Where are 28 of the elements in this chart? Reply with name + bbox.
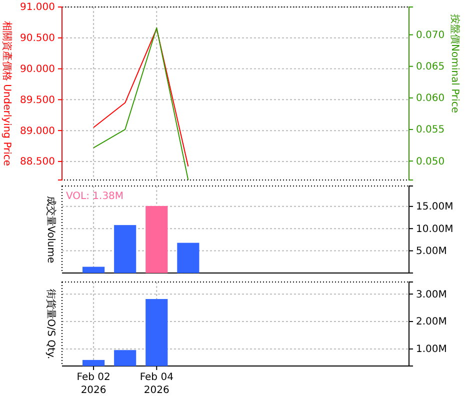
bar: [114, 225, 136, 273]
y-tick-label: 89.500: [20, 94, 55, 106]
x-tick-label: Feb 04 2026: [140, 372, 174, 396]
x-tick-label: Feb 02 2026: [76, 372, 110, 396]
y-tick-label: 1.00M: [416, 344, 447, 356]
y-axis-title: 相關資產價格 Underlying Price: [1, 20, 13, 166]
y-axis-title: 成交量Volume: [45, 196, 57, 264]
y2-tick-label: 0.070: [416, 30, 445, 41]
bar: [146, 206, 168, 273]
y-tick-label: 88.500: [20, 156, 55, 168]
y2-tick-label: 0.050: [416, 156, 445, 168]
bar: [82, 266, 105, 273]
y-tick-label: 91.000: [20, 2, 55, 14]
y-tick-label: 89.000: [20, 126, 55, 137]
y-tick-label: 90.500: [20, 33, 55, 44]
y2-tick-label: 0.065: [416, 62, 445, 73]
y-tick-label: 10.00M: [416, 224, 454, 235]
y-tick-label: 2.00M: [416, 316, 447, 328]
y2-tick-label: 0.055: [416, 124, 445, 136]
y-tick-label: 90.000: [20, 64, 55, 75]
y2-axis-title: 按盤價Nominal Price: [449, 14, 461, 113]
y2-tick-label: 0.060: [416, 93, 445, 104]
bar: [177, 242, 200, 273]
y-tick-label: 15.00M: [416, 202, 454, 213]
y-axis-title: 街貨量O/S Qty.: [45, 288, 57, 360]
y-tick-label: 3.00M: [416, 289, 447, 300]
annotation: VOL: 1.38M: [66, 191, 124, 202]
y-tick-label: 5.00M: [416, 246, 447, 258]
